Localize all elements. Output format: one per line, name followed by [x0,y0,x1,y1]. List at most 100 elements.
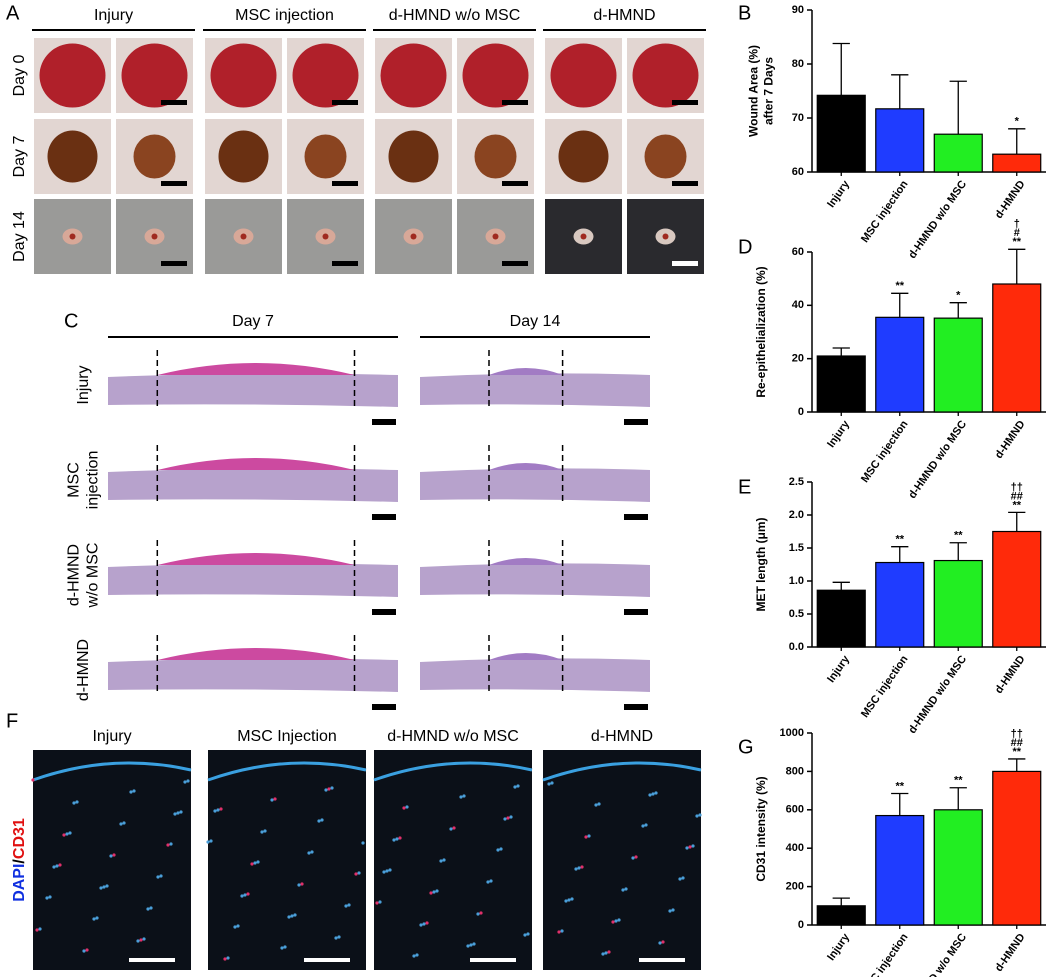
scab [157,648,355,660]
row-label: d-HMND [75,639,92,701]
wound [474,134,517,179]
bar [992,153,1042,173]
x-tick-label: Injury [825,178,853,210]
significance: ** [1012,746,1021,758]
cell [671,908,675,912]
cell [681,876,685,880]
wound [39,43,106,108]
significance: ** [895,534,904,546]
wound [304,134,347,179]
y-tick-label: 70 [792,112,804,124]
scale-bar [372,419,396,425]
cell [584,835,588,839]
cell [617,918,621,922]
cell [503,817,507,821]
cell [469,943,473,947]
x-tick-label: d-HMND w/o MSC [906,418,969,501]
cell [429,891,433,895]
cell [92,917,96,921]
cell [685,846,689,850]
cell [253,861,257,865]
cell [564,899,568,903]
wound [380,43,447,108]
cell [290,914,294,918]
cell [489,879,493,883]
y-tick-label: 0 [798,919,804,931]
cell [442,858,446,862]
cell [621,888,625,892]
cell [388,868,392,872]
cell [146,907,150,911]
wound [121,43,188,108]
cell [330,786,334,790]
cell [580,865,584,869]
panel-label: G [738,736,754,758]
significance: ** [954,775,963,787]
cell [243,893,247,897]
x-tick-label: MSC injection [859,653,911,720]
cell [213,809,217,813]
scar-center [662,233,669,240]
epidermis [207,761,367,782]
x-tick-label: d-HMND [993,418,1028,460]
cell [293,913,297,917]
cell [567,898,571,902]
y-axis-label: Re-epithelialization (%) [754,266,768,397]
cell [577,866,581,870]
cell [347,903,351,907]
wound [644,134,687,179]
y-tick-label: 2.5 [789,476,804,488]
scale-bar [624,514,648,520]
significance: * [1015,116,1020,128]
wound [133,134,176,179]
y-tick-label: 200 [786,881,804,893]
cell [216,808,220,812]
cell [435,889,439,893]
stain-label-part: DAPI [11,864,28,902]
wound [550,43,617,108]
tissue [420,658,650,692]
cell [287,915,291,919]
cell [219,807,223,811]
bar [933,317,983,413]
cell [651,792,655,796]
scale-bar [161,261,187,266]
bar [992,283,1042,413]
scale-bar [161,100,187,105]
cell [169,842,173,846]
cell [382,870,386,874]
cell [112,853,116,857]
wound [462,43,529,108]
cell [607,950,611,954]
column-header: Day 7 [232,313,274,330]
cell [587,834,591,838]
stain-label: DAPI/CD31 [11,818,28,902]
cell [270,798,274,802]
cell [695,814,699,818]
panel-label: A [6,2,20,24]
cell [52,865,56,869]
epidermis [542,761,702,782]
cell [31,778,35,782]
scar-center [410,233,417,240]
scale-bar [332,100,358,105]
y-tick-label: 0 [798,406,804,418]
x-tick-label: d-HMND [993,653,1028,695]
y-tick-label: 90 [792,4,804,16]
scale-bar [372,514,396,520]
stain-label-part: / [11,859,28,864]
cell [149,906,153,910]
scab [489,558,563,565]
cell [223,957,227,961]
cell [85,948,89,952]
wound [388,130,439,183]
cell [516,784,520,788]
tissue [420,373,650,407]
significance: †† [1011,481,1023,493]
cell [395,837,399,841]
scale-bar [502,181,528,186]
significance: † [1014,218,1020,230]
cell [273,797,277,801]
bar [816,355,866,413]
